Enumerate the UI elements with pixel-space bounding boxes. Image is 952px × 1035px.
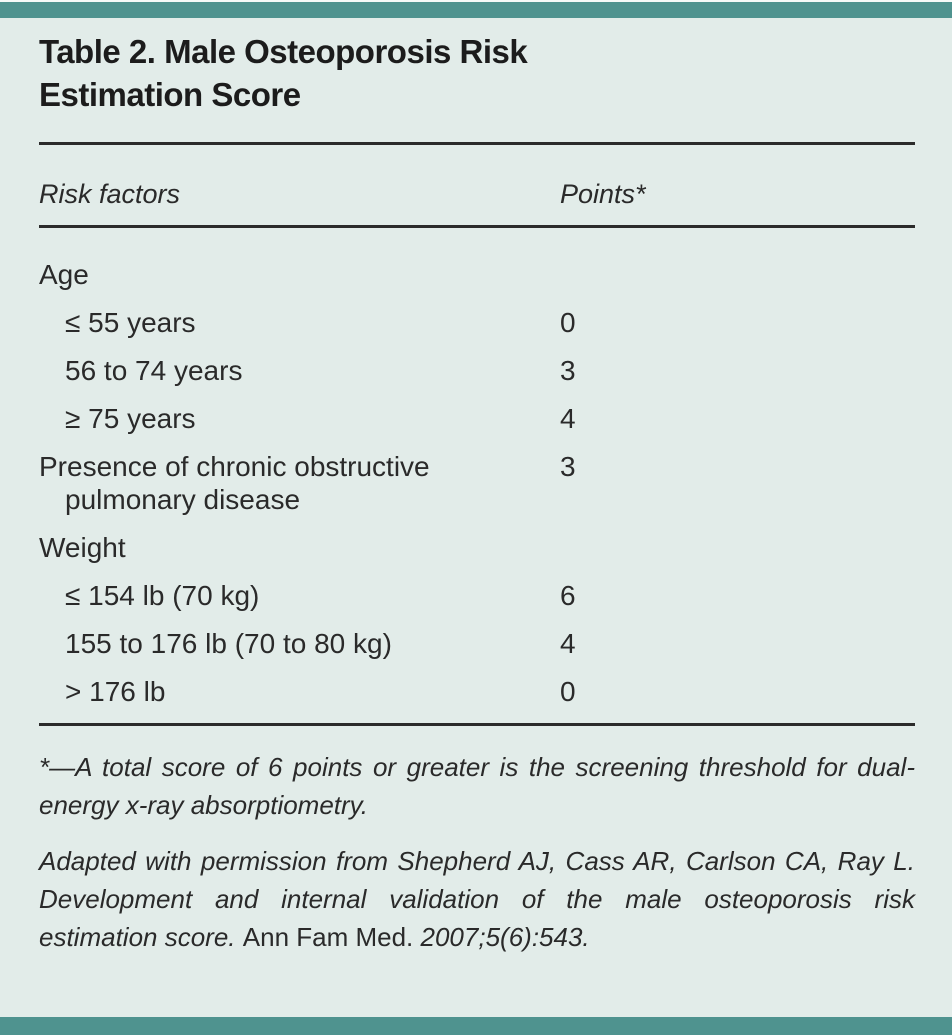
table-row: > 176 lb 0 [39,675,915,708]
table-header-row: Risk factors Points* [39,177,915,211]
citation-footnote: Adapted with permission from Shepherd AJ… [39,842,915,956]
row-points [560,531,915,564]
row-points [560,258,915,291]
row-label: ≥ 75 years [65,403,196,434]
table-content: Table 2. Male Osteoporosis Risk Estimati… [0,30,952,956]
row-points: 0 [560,676,576,707]
table-title: Table 2. Male Osteoporosis Risk Estimati… [39,33,528,113]
row-label: Weight [39,532,126,563]
threshold-footnote: *—A total score of 6 points or greater i… [39,752,915,820]
row-label: ≤ 55 years [65,307,196,338]
top-white-strip [0,0,952,2]
row-points: 3 [560,355,576,386]
top-accent-bar [0,2,952,18]
row-label: Presence of chronic obstructive pulmonar… [39,451,430,515]
citation-journal-name: Ann Fam Med. [242,922,414,952]
table-row: Weight [39,531,915,564]
table-row: 56 to 74 years 3 [39,354,915,387]
footer-divider-rule [39,723,915,726]
row-points: 6 [560,580,576,611]
title-divider-rule [39,142,915,145]
citation-volume-page: 2007;5(6):543. [420,922,590,952]
row-points: 0 [560,307,576,338]
table-row: ≤ 55 years 0 [39,306,915,339]
row-label: > 176 lb [65,676,166,707]
row-points: 3 [560,451,576,482]
citation-text: Adapted with permission from Shepherd AJ… [39,846,915,952]
header-divider-rule [39,225,915,228]
column-header-risk-factors: Risk factors [39,179,181,209]
table-row: Age [39,258,915,291]
row-points: 4 [560,403,576,434]
row-points: 4 [560,628,576,659]
row-label: Age [39,259,89,290]
table-row: ≥ 75 years 4 [39,402,915,435]
column-header-points: Points* [560,179,646,209]
table-row: 155 to 176 lb (70 to 80 kg) 4 [39,627,915,660]
row-label: 56 to 74 years [65,355,243,386]
table-row: ≤ 154 lb (70 kg) 6 [39,579,915,612]
table-body: Age ≤ 55 years 0 56 to 74 years 3 ≥ 75 y… [39,258,915,708]
row-label: ≤ 154 lb (70 kg) [65,580,260,611]
bottom-accent-bar [0,1017,952,1035]
row-label: 155 to 176 lb (70 to 80 kg) [65,628,392,659]
table-row: Presence of chronic obstructive pulmonar… [39,450,915,516]
